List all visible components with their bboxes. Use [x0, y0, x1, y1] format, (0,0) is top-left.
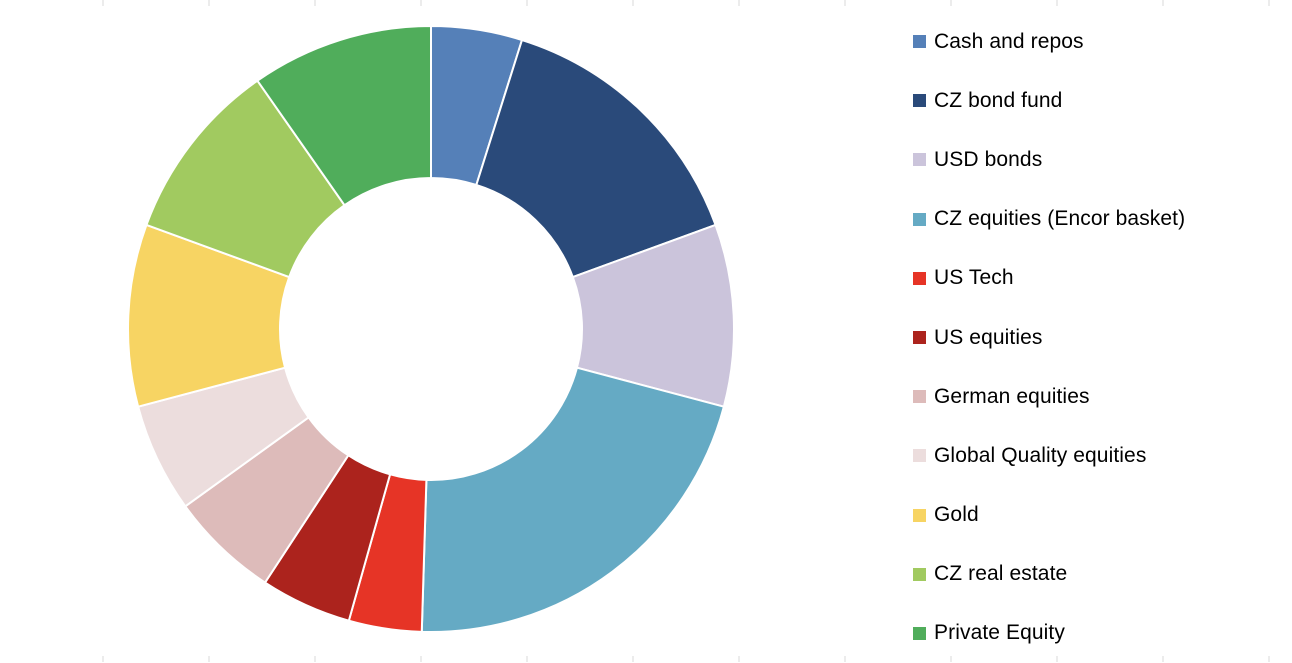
legend-label: Global Quality equities [934, 443, 1147, 467]
donut-slice [475, 38, 717, 279]
legend-item: US equities [913, 308, 1283, 367]
legend-swatch [913, 212, 926, 226]
legend-item: USD bonds [913, 130, 1283, 189]
legend-label: USD bonds [934, 147, 1043, 171]
legend-label: US Tech [934, 266, 1014, 290]
legend-swatch [913, 626, 926, 640]
legend-item: Cash and repos [913, 12, 1283, 71]
legend-label: US equities [934, 325, 1043, 349]
legend-label: Cash and repos [934, 29, 1084, 53]
legend-item: German equities [913, 367, 1283, 426]
donut-slice [256, 24, 432, 207]
legend-item: CZ bond fund [913, 71, 1283, 130]
legend-swatch [913, 390, 926, 404]
donut-chart [127, 24, 735, 633]
chart-legend: Cash and repos CZ bond fund USD bonds CZ eq… [913, 12, 1283, 663]
legend-label: Private Equity [934, 621, 1065, 645]
legend-swatch [913, 35, 926, 49]
legend-label: CZ real estate [934, 562, 1068, 586]
legend-label: Gold [934, 503, 979, 527]
legend-label: German equities [934, 384, 1090, 408]
legend-label: CZ bond fund [934, 88, 1063, 112]
legend-item: Private Equity [913, 604, 1283, 663]
legend-swatch [913, 508, 926, 522]
legend-item: CZ real estate [913, 545, 1283, 604]
legend-item: CZ equities (Encor basket) [913, 190, 1283, 249]
legend-swatch [913, 567, 926, 581]
legend-item: Global Quality equities [913, 426, 1283, 485]
legend-swatch [913, 271, 926, 285]
legend-label: CZ equities (Encor basket) [934, 207, 1186, 231]
legend-swatch [913, 449, 926, 463]
donut-slice [420, 366, 726, 633]
legend-swatch [913, 153, 926, 167]
legend-item: Gold [913, 486, 1283, 545]
legend-swatch [913, 94, 926, 108]
legend-swatch [913, 331, 926, 345]
legend-item: US Tech [913, 249, 1283, 308]
